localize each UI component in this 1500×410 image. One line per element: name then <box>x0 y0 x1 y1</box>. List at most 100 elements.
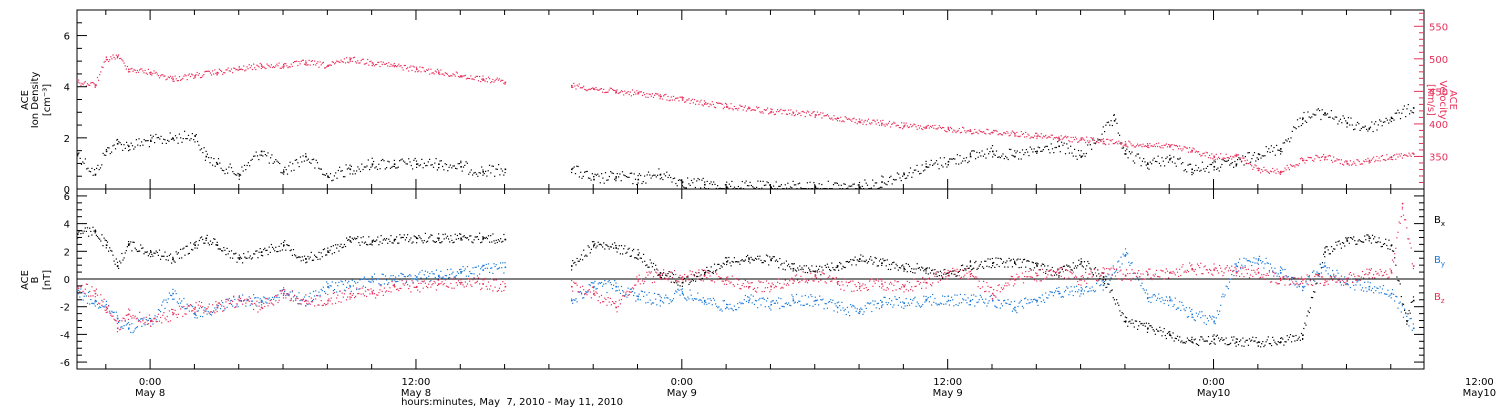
data-dot <box>260 63 263 65</box>
data-dot <box>931 126 933 128</box>
data-dot <box>102 152 104 154</box>
data-dot <box>827 301 830 303</box>
data-dot <box>1161 297 1163 299</box>
data-dot <box>148 253 151 255</box>
data-point <box>1169 299 1171 302</box>
data-dot <box>730 185 732 187</box>
data-dot <box>106 308 109 310</box>
data-dot <box>588 284 590 286</box>
data-dot <box>185 138 187 140</box>
data-dot <box>895 298 897 300</box>
data-dot <box>1255 337 1257 339</box>
data-dot <box>387 65 389 67</box>
data-dot <box>281 66 283 68</box>
data-dot <box>109 247 111 249</box>
data-dot <box>917 124 919 127</box>
data-dot <box>166 78 168 80</box>
data-dot <box>588 88 590 90</box>
data-point <box>1412 327 1415 330</box>
data-dot <box>986 305 988 307</box>
data-dot <box>761 187 763 189</box>
data-dot <box>958 302 960 304</box>
data-dot <box>218 68 220 70</box>
data-dot <box>436 279 439 281</box>
data-dot <box>896 124 898 126</box>
data-dot <box>1113 114 1115 116</box>
data-dot <box>1314 158 1316 160</box>
data-dot <box>1387 158 1389 160</box>
data-dot <box>1288 169 1290 171</box>
data-dot <box>642 181 644 183</box>
data-dot <box>713 299 716 301</box>
data-dot <box>504 172 506 174</box>
data-dot <box>1080 287 1082 289</box>
data-dot <box>732 310 734 312</box>
data-dot <box>1353 284 1355 286</box>
data-dot <box>1386 293 1388 295</box>
data-dot <box>311 60 313 62</box>
data-dot <box>886 304 888 306</box>
data-dot <box>615 245 617 247</box>
data-dot <box>1190 163 1192 165</box>
data-dot <box>1222 157 1224 159</box>
data-dot <box>1139 157 1141 159</box>
data-dot <box>1244 341 1246 343</box>
data-dot <box>731 180 733 182</box>
data-dot <box>668 302 670 305</box>
data-dot <box>663 302 665 304</box>
data-dot <box>1364 161 1366 163</box>
data-dot <box>361 58 363 60</box>
data-dot <box>86 283 89 285</box>
data-dot <box>795 270 798 272</box>
data-dot <box>1082 138 1084 140</box>
data-dot <box>366 165 368 167</box>
data-dot <box>472 242 474 244</box>
data-dot <box>1007 158 1009 161</box>
data-dot <box>948 271 950 273</box>
data-dot <box>603 242 605 244</box>
data-dot <box>1195 343 1197 345</box>
data-point <box>659 95 662 98</box>
data-dot <box>763 109 765 111</box>
data-dot <box>1224 157 1226 160</box>
data-dot <box>1291 130 1293 132</box>
data-dot <box>830 270 832 272</box>
data-dot <box>1269 263 1272 265</box>
data-dot <box>297 64 299 67</box>
data-dot <box>1085 152 1087 155</box>
data-dot <box>152 320 154 323</box>
data-dot <box>139 250 141 252</box>
data-dot <box>855 264 857 266</box>
data-dot <box>991 145 994 147</box>
data-dot <box>615 180 617 182</box>
data-dot <box>168 254 170 257</box>
data-dot <box>120 328 122 330</box>
data-dot <box>993 129 995 131</box>
data-dot <box>736 107 738 110</box>
data-dot <box>878 187 880 189</box>
data-dot <box>491 241 493 243</box>
data-dot <box>270 243 272 246</box>
data-dot <box>619 91 621 93</box>
data-dot <box>1160 147 1162 149</box>
data-dot <box>767 182 769 184</box>
data-dot <box>709 103 711 105</box>
data-dot <box>690 100 692 102</box>
data-dot <box>1110 140 1112 142</box>
data-dot <box>1114 303 1117 305</box>
data-dot <box>956 294 958 296</box>
data-dot <box>341 170 343 172</box>
data-dot <box>332 290 334 292</box>
data-dot <box>1313 114 1315 116</box>
data-dot <box>359 244 361 246</box>
data-dot <box>627 287 629 289</box>
data-dot <box>187 253 189 255</box>
data-dot <box>173 298 175 300</box>
data-dot <box>872 119 874 121</box>
data-dot <box>1000 303 1002 305</box>
data-dot <box>627 248 629 250</box>
data-dot <box>1357 159 1359 161</box>
data-dot <box>1348 242 1350 244</box>
data-dot <box>763 260 765 262</box>
data-dot <box>1264 155 1266 157</box>
